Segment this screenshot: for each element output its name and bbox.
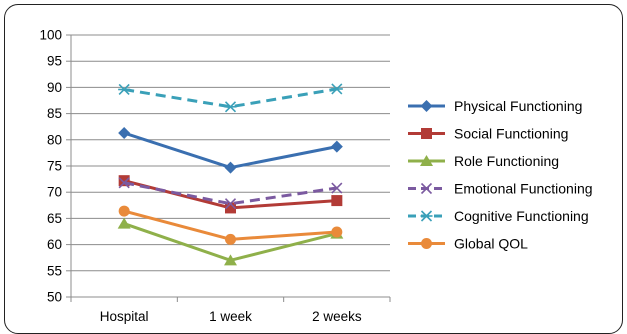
data-point bbox=[224, 198, 237, 210]
x-tick-label: Hospital bbox=[100, 309, 149, 324]
data-point bbox=[330, 140, 343, 153]
y-tick-label: 60 bbox=[47, 237, 62, 252]
legend-label: Emotional Functioning bbox=[454, 181, 593, 197]
data-point bbox=[118, 83, 131, 96]
data-point bbox=[331, 195, 343, 207]
y-tick-label: 85 bbox=[47, 106, 62, 121]
data-point bbox=[224, 161, 237, 174]
legend-label: Physical Functioning bbox=[454, 98, 582, 114]
series-line bbox=[123, 181, 338, 206]
data-point bbox=[118, 126, 131, 139]
legend-marker bbox=[421, 128, 432, 139]
data-point bbox=[225, 202, 236, 214]
legend-label: Role Functioning bbox=[454, 153, 559, 169]
chart-frame bbox=[4, 4, 623, 334]
y-tick-label: 80 bbox=[47, 132, 62, 147]
y-tick-label: 95 bbox=[47, 54, 62, 69]
legend-label: Social Functioning bbox=[454, 126, 568, 142]
data-point bbox=[331, 182, 343, 194]
data-point bbox=[118, 177, 130, 189]
y-tick-label: 70 bbox=[47, 185, 62, 200]
y-tick-label: 55 bbox=[47, 263, 62, 278]
legend-marker bbox=[420, 182, 433, 195]
x-tick-label: 2 weeks bbox=[312, 309, 362, 324]
legend-marker bbox=[420, 100, 433, 112]
data-point bbox=[225, 233, 236, 245]
data-point bbox=[118, 175, 130, 187]
data-point bbox=[117, 217, 131, 229]
data-point bbox=[330, 83, 343, 95]
y-tick-label: 50 bbox=[47, 290, 62, 305]
legend-label: Cognitive Functioning bbox=[454, 208, 589, 224]
data-point bbox=[118, 205, 130, 217]
data-point bbox=[224, 101, 237, 113]
y-tick-label: 65 bbox=[47, 211, 62, 226]
series-line bbox=[123, 87, 338, 109]
line-chart: 50 55 60 65 70 75 80 85 90 95 100 Hospital 1 week 2 w… bbox=[39, 28, 593, 325]
legend-marker bbox=[420, 155, 433, 166]
legend-label: Global QOL bbox=[454, 236, 528, 252]
legend-marker bbox=[421, 238, 432, 249]
x-tick-label: 1 week bbox=[209, 309, 252, 324]
y-tick-label: 90 bbox=[47, 80, 62, 95]
data-point bbox=[224, 254, 237, 266]
y-tick-label: 75 bbox=[47, 159, 62, 174]
legend-marker bbox=[420, 210, 433, 222]
data-point bbox=[331, 226, 343, 238]
y-tick-label: 100 bbox=[39, 28, 62, 43]
